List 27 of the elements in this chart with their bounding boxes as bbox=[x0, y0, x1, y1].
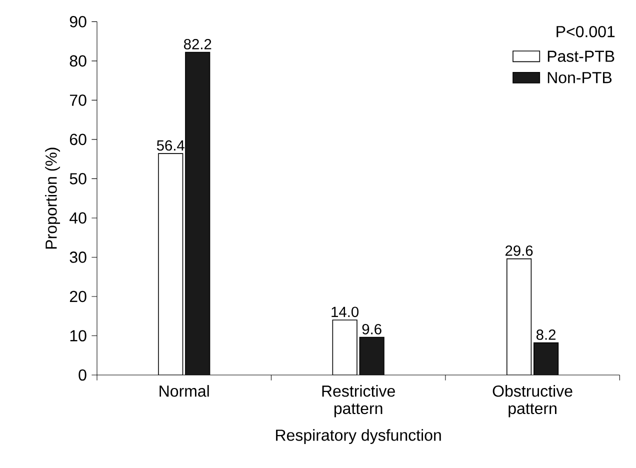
y-tick-label: 90 bbox=[70, 16, 86, 28]
y-tick-label: 70 bbox=[70, 94, 86, 106]
data-label: 9.6 bbox=[362, 324, 382, 334]
data-label: 14.0 bbox=[332, 306, 359, 318]
bar bbox=[359, 336, 384, 375]
x-tick-label: Restrictive pattern bbox=[322, 385, 395, 418]
y-tick-label: 10 bbox=[70, 330, 86, 342]
y-tick-label: 50 bbox=[70, 173, 86, 184]
bar bbox=[185, 52, 210, 375]
text: Past-PTB bbox=[548, 50, 614, 62]
data-label: 8.2 bbox=[536, 329, 556, 340]
legend-label: Non-PTB bbox=[548, 72, 612, 84]
y-tick-label: 30 bbox=[70, 252, 86, 263]
data-label: 82.2 bbox=[184, 38, 212, 50]
y-tick-label: 60 bbox=[70, 134, 86, 146]
data-label: 29.6 bbox=[506, 245, 533, 256]
y-tick-label: 20 bbox=[70, 290, 86, 302]
x-axis-title: Respiratory dysfunction bbox=[276, 429, 441, 444]
y-tick-label: 0 bbox=[78, 369, 86, 381]
x-tick-label: Normal bbox=[160, 385, 209, 397]
x-tick-label: Obstructive pattern bbox=[492, 385, 572, 418]
y-tick-label: 40 bbox=[70, 212, 86, 224]
y-axis-title: Proportion (%) bbox=[45, 148, 60, 249]
y-tick-label: 80 bbox=[70, 55, 86, 67]
data-label: 56.4 bbox=[156, 140, 184, 151]
bar bbox=[533, 342, 559, 375]
legend-title: P<0.001 bbox=[556, 26, 615, 38]
